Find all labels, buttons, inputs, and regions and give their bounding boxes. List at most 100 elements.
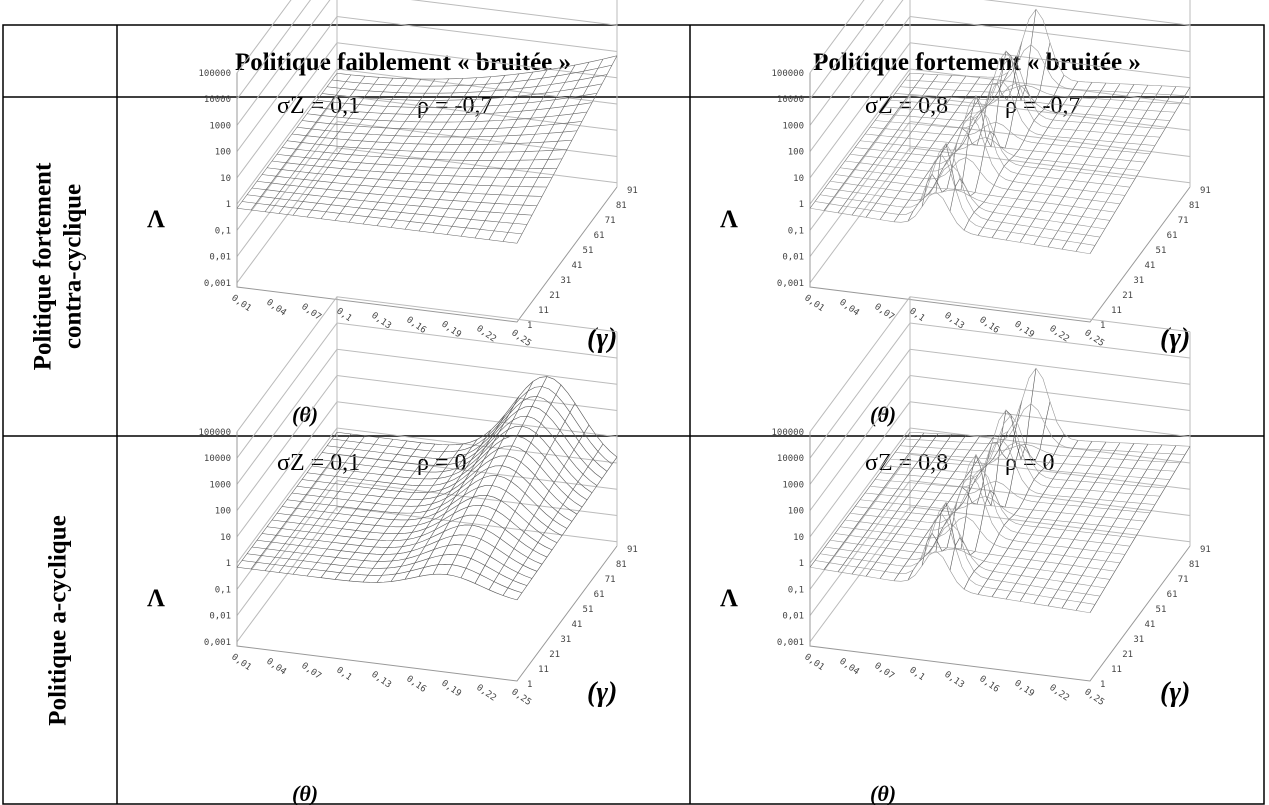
surface-line [834, 174, 1116, 213]
z-tick-label: 1000 [782, 480, 804, 490]
axis [236, 72, 618, 323]
z-tick-label: 1000 [782, 121, 804, 131]
surface-line [281, 147, 563, 161]
surface-line [276, 495, 558, 544]
theta-tick-label: 0,04 [264, 298, 288, 319]
theta-axis-label: (θ) [870, 402, 896, 427]
surface-line [316, 415, 598, 486]
surface-line [331, 386, 613, 465]
surface-line [904, 403, 1186, 455]
gamma-tick-label: 81 [616, 201, 627, 211]
gamma-tick-label: 71 [1178, 216, 1189, 226]
surface-line [306, 111, 588, 123]
surface-line [256, 180, 538, 207]
wall-line [809, 147, 1191, 284]
surface-line [859, 496, 1141, 530]
z-tick-label: 10 [793, 174, 804, 184]
wall-line [809, 0, 1191, 126]
surface-line [809, 191, 1091, 255]
wall-line [809, 121, 1191, 257]
theta-tick-label: 0,07 [872, 661, 896, 682]
surface-line [516, 456, 618, 601]
surface-line [849, 454, 1131, 547]
theta-axis-label: (θ) [292, 781, 318, 805]
z-tick-label: 0,1 [215, 585, 231, 595]
theta-tick-label: 0,16 [977, 674, 1001, 695]
surface-line [849, 95, 1131, 188]
surface-line [864, 492, 1146, 522]
surface-line [869, 121, 1151, 155]
surface-line [331, 64, 613, 87]
z-tick-label: 0,001 [204, 638, 231, 648]
wall-line [809, 0, 884, 100]
axis [809, 72, 1191, 323]
surface-line [899, 444, 1181, 464]
z-tick-label: 100000 [771, 69, 804, 79]
theta-tick-label: 0,01 [229, 293, 253, 314]
surface-line [296, 455, 578, 515]
surface-line [311, 425, 593, 494]
gamma-tick-label: 1 [527, 680, 532, 690]
theta-tick-label: 0,22 [474, 683, 498, 704]
column-header: Politique faiblement « bruitée » [235, 49, 571, 76]
wall-line [809, 322, 1191, 459]
theta-tick-label: 0,16 [404, 674, 428, 695]
surface-line [809, 550, 1091, 614]
surface-line [814, 153, 1096, 246]
gamma-tick-label: 31 [560, 635, 571, 645]
z-tick-label: 100 [788, 507, 804, 517]
gamma-tick-label: 71 [1178, 575, 1189, 585]
surface-line [316, 92, 598, 108]
surface-line [824, 523, 1106, 589]
surface-line [336, 376, 618, 458]
surface-line [326, 396, 608, 472]
surface-line [296, 126, 578, 138]
gamma-axis-label: (γ) [1160, 677, 1190, 708]
surface-line [814, 512, 1096, 605]
z-tick-label: 0,001 [777, 638, 804, 648]
surface-line [241, 560, 523, 594]
surface-line [844, 115, 1126, 196]
surface-line [819, 502, 1101, 597]
theta-axis-label: (θ) [870, 781, 896, 805]
gamma-tick-label: 1 [527, 321, 532, 331]
axis [809, 431, 1191, 682]
gamma-tick-label: 11 [538, 306, 549, 316]
surface-line [829, 539, 1111, 580]
gamma-tick-label: 81 [616, 560, 627, 570]
gamma-tick-label: 31 [1133, 635, 1144, 645]
gamma-tick-label: 61 [1167, 590, 1178, 600]
z-tick-label: 1000 [209, 121, 231, 131]
z-tick-label: 10000 [204, 454, 231, 464]
gamma-tick-label: 61 [594, 231, 605, 241]
z-tick-label: 0,01 [782, 612, 804, 622]
theta-tick-label: 0,1 [907, 665, 926, 683]
surface-line [336, 55, 618, 80]
surface-line [321, 83, 603, 101]
gamma-tick-label: 51 [1156, 246, 1167, 256]
surface-line [266, 167, 548, 188]
sigma-label: σZ = 0,8 [865, 93, 948, 119]
wall-line [809, 296, 1191, 433]
surface-line [839, 157, 1121, 205]
surface-line [909, 8, 1191, 88]
row-label: contra-cyclique [60, 184, 87, 349]
theta-tick-label: 0,07 [299, 661, 323, 682]
z-tick-label: 10 [793, 533, 804, 543]
z-tick-label: 0,01 [209, 612, 231, 622]
z-tick-label: 1 [799, 200, 804, 210]
surface-line [241, 201, 523, 235]
z-axis-label: Λ [720, 585, 738, 612]
surface-line [246, 194, 528, 225]
theta-tick-label: 0,13 [942, 670, 966, 691]
surface-line [306, 435, 588, 501]
column-header: Politique fortement « bruitée » [813, 49, 1141, 76]
z-tick-label: 1 [226, 559, 231, 569]
gamma-tick-label: 51 [1156, 605, 1167, 615]
surface-line [261, 524, 543, 565]
theta-tick-label: 0,25 [509, 687, 533, 708]
wall-line [236, 296, 618, 433]
gamma-tick-label: 81 [1189, 560, 1200, 570]
z-tick-label: 1 [799, 559, 804, 569]
z-tick-label: 0,01 [782, 253, 804, 263]
